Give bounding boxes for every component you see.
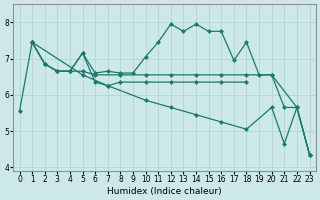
- X-axis label: Humidex (Indice chaleur): Humidex (Indice chaleur): [107, 187, 222, 196]
